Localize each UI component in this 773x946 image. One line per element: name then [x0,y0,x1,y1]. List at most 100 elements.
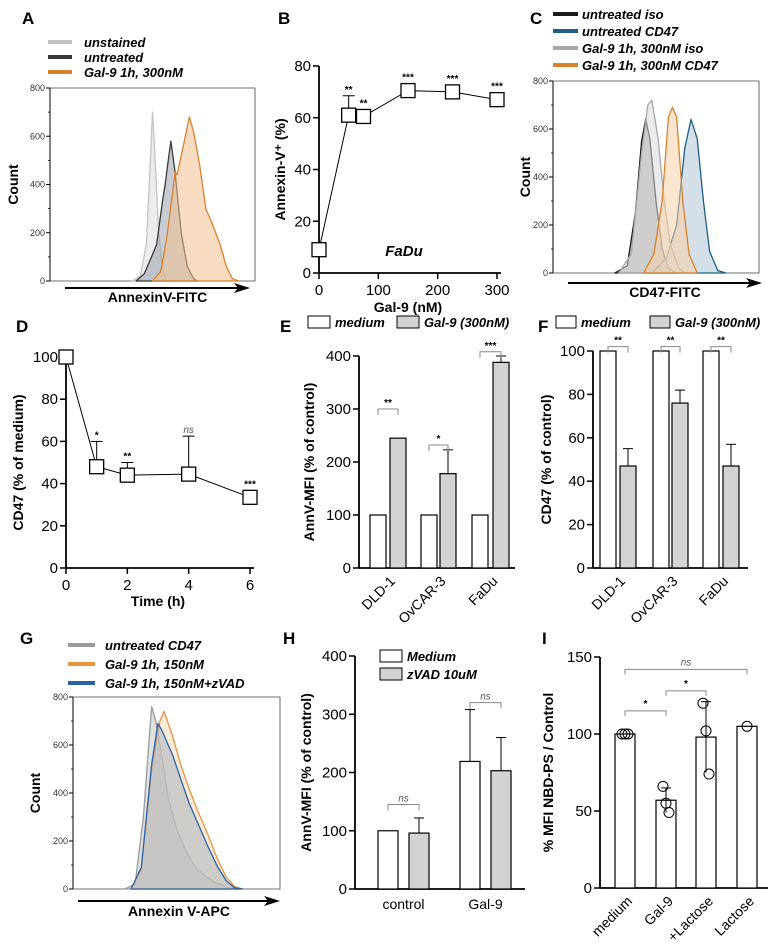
significance-bracket [624,668,748,675]
y-tick-label: 600 [533,124,548,134]
y-tick-label: 80 [294,58,311,75]
legend-label: Gal-9 (300nM) [424,315,509,330]
significance-label: ** [360,98,368,109]
data-point [703,768,715,780]
y-tick-label: 200 [533,220,548,230]
arrow-head-icon [746,278,762,288]
y-tick-label: 0 [577,560,585,577]
bar-gal-9-300nm- [722,465,740,569]
bar-gal-9-300nm- [619,465,637,569]
legend-label: Gal-9 1h, 300nM CD47 [582,58,719,73]
legend-label: untreated CD47 [582,24,679,39]
y-tick-label: 400 [322,648,347,665]
y-tick-label: 60 [568,430,585,447]
y-axis-label: % MFI NBD-PS / Control [540,693,556,852]
panel-label-b: B [278,9,290,28]
significance-label: ** [717,336,725,347]
bar-gal-9-300nm- [492,361,510,569]
panel-label-g: G [20,629,33,648]
x-axis-label: CD47-FITC [629,284,701,300]
significance-bracket [479,351,502,358]
significance-bracket [660,346,681,353]
bar-medium [459,760,481,890]
y-tick-label: 600 [53,740,68,750]
significance-label: *** [447,74,459,85]
data-point [700,725,712,737]
y-tick-label: 80 [568,386,585,403]
legend-swatch [307,315,331,329]
significance-label: ** [384,398,392,409]
data-point-marker [89,459,105,475]
y-tick-label: 0 [50,560,58,577]
panel-label-c: C [530,9,542,28]
y-axis-label: CD47 (% of control) [538,395,554,525]
bar-medium [599,350,617,569]
y-axis-label: CD47 (% of medium) [10,394,26,530]
significance-label: ** [345,85,353,96]
x-axis-label: AnnexinV-FITC [108,289,208,305]
bar-medium [652,350,670,569]
y-axis-label: AnnV-MFI (% of control) [298,693,314,852]
y-axis-label: AnnV-MFI (% of control) [301,383,317,542]
significance-bracket [665,690,707,696]
y-tick-label: 150 [567,649,592,666]
y-tick-label: 80 [41,391,58,408]
y-tick-label: 800 [53,692,68,702]
significance-label: * [437,434,441,445]
panel-label-e: E [280,317,291,336]
y-tick-label: 20 [41,518,58,535]
y-tick-label: 400 [533,172,548,182]
bar-medium [377,830,399,890]
legend-label: Gal-9 1h, 150nM [105,657,205,672]
category-label: OvCAR-3 [395,573,449,627]
y-tick-label: 800 [533,76,548,86]
category-label: Gal-9 [641,893,677,929]
data-point-marker [489,91,505,108]
data-point-marker [444,84,461,100]
category-label: medium [589,893,636,940]
legend-label: Gal-9 1h, 150nM+zVAD [105,676,245,691]
data-point [663,807,675,819]
y-tick-label: 0 [63,884,68,894]
data-point-marker [341,107,357,123]
panel-label-i: I [542,629,547,648]
significance-bracket [607,346,629,353]
y-tick-label: 20 [568,517,585,534]
x-tick-label: 0 [315,282,323,299]
x-tick-label: 100 [366,282,391,299]
y-tick-label: 100 [326,507,351,524]
significance-bracket [387,804,420,811]
legend-swatch [379,667,403,681]
panel-label-a: A [22,9,34,28]
legend-label: Medium [407,649,457,664]
bar-medium [471,514,489,569]
legend-swatch [396,315,420,329]
bar-medium [702,350,720,569]
bar-zvad-10um [490,770,512,890]
y-tick-label: 0 [584,880,592,897]
y-axis-label: Count [27,772,43,813]
significance-label: * [95,430,99,441]
significance-label: *** [491,82,503,93]
legend-label: Gal-9 1h, 300nM [84,65,184,80]
legend-label: unstained [84,35,146,50]
legend-swatch [555,315,577,329]
ns-label: ns [398,794,409,805]
category-label: OvCAR-3 [627,573,681,627]
category-label: DLD-1 [358,573,398,613]
significance-label: * [684,679,688,690]
significance-label: *** [244,479,256,490]
data-point [741,720,753,732]
legend-label: medium [581,315,631,330]
significance-label: ** [123,452,131,463]
y-tick-label: 300 [326,401,351,418]
x-tick-label: 2 [123,577,131,594]
category-label: Lactose [711,893,757,939]
legend-label: untreated [84,50,144,65]
y-tick-label: 40 [41,476,58,493]
panel-label-f: F [538,317,548,336]
data-point-marker [119,467,135,483]
x-tick-label: 300 [484,282,509,299]
y-tick-label: 300 [322,706,347,723]
x-tick-label: 200 [425,282,450,299]
